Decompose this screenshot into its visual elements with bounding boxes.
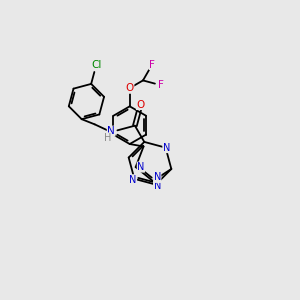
Text: N: N [163,142,170,153]
Text: N: N [154,181,161,191]
Text: N: N [154,172,161,182]
Text: F: F [149,60,155,70]
Text: N: N [107,126,115,136]
Text: N: N [137,162,145,172]
Text: Cl: Cl [91,60,101,70]
Text: O: O [126,83,134,93]
Text: N: N [129,175,137,185]
Text: O: O [136,100,145,110]
Text: F: F [158,80,164,90]
Text: H: H [104,133,111,143]
